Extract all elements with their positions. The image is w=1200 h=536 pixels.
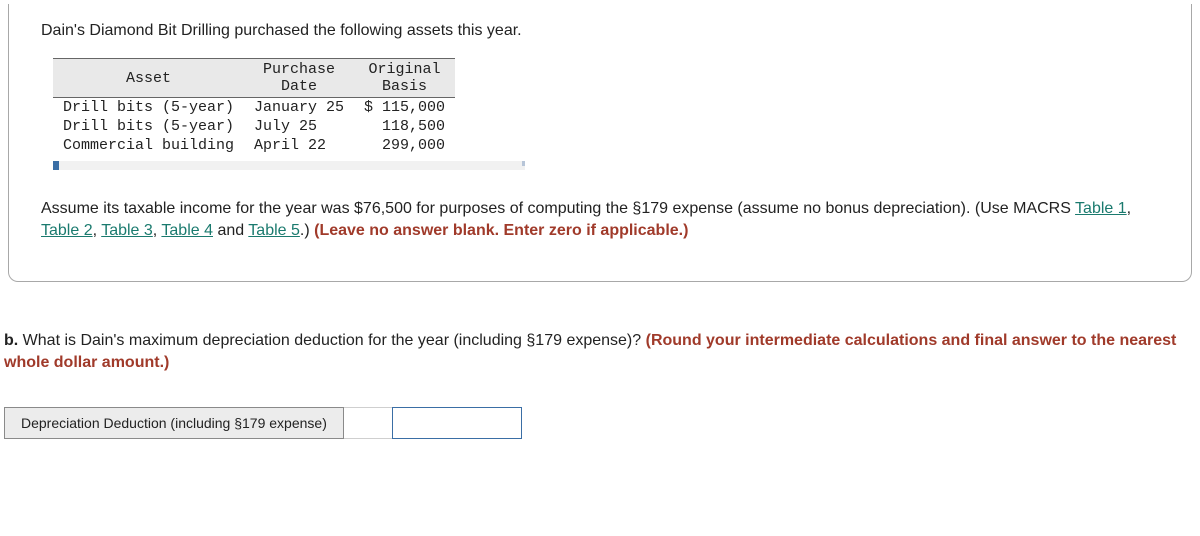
link-table-5[interactable]: Table 5 (248, 222, 300, 239)
col-header-date: Purchase Date (244, 59, 354, 98)
cell-asset: Drill bits (5-year) (53, 98, 244, 118)
link-table-1[interactable]: Table 1 (1075, 200, 1127, 217)
link-table-3[interactable]: Table 3 (101, 222, 153, 239)
table-row: Commercial building April 22 299,000 (53, 136, 455, 155)
sep: , (93, 222, 102, 239)
asset-table: Asset Purchase Date Original Basis Drill… (53, 58, 455, 155)
cell-basis: $ 115,000 (354, 98, 455, 118)
answer-spacer (344, 407, 392, 439)
assumption-post: .) (300, 222, 314, 239)
link-table-4[interactable]: Table 4 (161, 222, 213, 239)
question-b-label: b. (4, 332, 18, 349)
cell-date: January 25 (244, 98, 354, 118)
assumption-text: Assume its taxable income for the year w… (41, 198, 1159, 241)
assumption-bold: (Leave no answer blank. Enter zero if ap… (314, 222, 688, 239)
sep: , (1127, 200, 1131, 217)
answer-input[interactable] (392, 407, 522, 439)
answer-row: Depreciation Deduction (including §179 e… (4, 407, 1196, 439)
col-header-asset: Asset (53, 59, 244, 98)
cell-basis: 299,000 (354, 136, 455, 155)
problem-card: Dain's Diamond Bit Drilling purchased th… (8, 4, 1192, 282)
and: and (213, 222, 248, 239)
question-b-text: What is Dain's maximum depreciation dedu… (18, 332, 645, 349)
intro-text: Dain's Diamond Bit Drilling purchased th… (41, 22, 1159, 40)
table-row: Drill bits (5-year) January 25 $ 115,000 (53, 98, 455, 118)
table-header-row: Asset Purchase Date Original Basis (53, 59, 455, 98)
question-b: b. What is Dain's maximum depreciation d… (4, 330, 1196, 373)
cell-date: July 25 (244, 117, 354, 136)
link-table-2[interactable]: Table 2 (41, 222, 93, 239)
cell-date: April 22 (244, 136, 354, 155)
cell-asset: Commercial building (53, 136, 244, 155)
cell-basis: 118,500 (354, 117, 455, 136)
table-row: Drill bits (5-year) July 25 118,500 (53, 117, 455, 136)
table-scrollbar[interactable] (53, 161, 525, 170)
scrollbar-thumb[interactable] (53, 161, 59, 170)
col-header-basis: Original Basis (354, 59, 455, 98)
cell-asset: Drill bits (5-year) (53, 117, 244, 136)
scrollbar-end (522, 161, 525, 166)
answer-label: Depreciation Deduction (including §179 e… (4, 407, 344, 439)
assumption-pre: Assume its taxable income for the year w… (41, 200, 1075, 217)
